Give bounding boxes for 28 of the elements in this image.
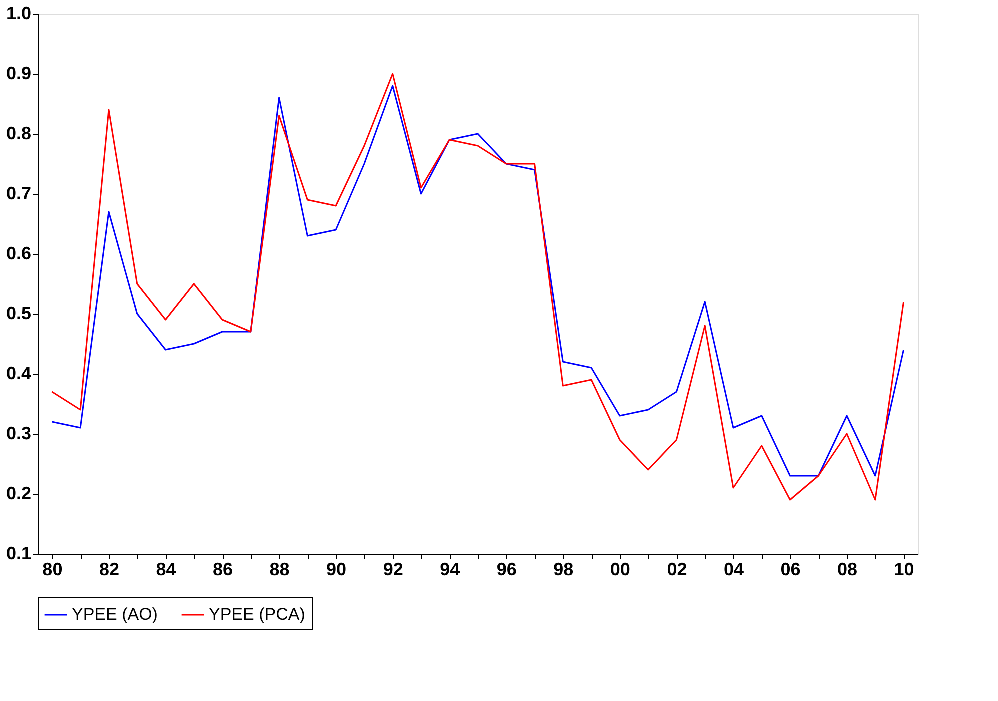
y-tick-label: 0.4: [6, 364, 32, 384]
x-tick-label: 98: [554, 560, 574, 580]
x-tick-label: 90: [326, 560, 347, 580]
x-tick-label: 84: [156, 560, 176, 580]
x-tick-label: 96: [496, 560, 517, 580]
legend-label: YPEE (PCA): [209, 605, 306, 624]
legend-label: YPEE (AO): [72, 605, 158, 624]
y-tick-label: 0.5: [6, 304, 32, 324]
x-tick-label: 94: [440, 560, 460, 580]
y-tick-label: 0.6: [6, 244, 32, 264]
y-tick-label: 0.7: [6, 184, 32, 204]
y-tick-label: 0.8: [6, 124, 32, 144]
x-tick-label: 86: [213, 560, 234, 580]
y-tick-label: 1.0: [6, 4, 32, 24]
x-tick-label: 00: [610, 560, 630, 580]
x-tick-label: 92: [383, 560, 404, 580]
x-tick-label: 04: [724, 560, 744, 580]
x-tick-label: 82: [99, 560, 120, 580]
y-tick-label: 0.9: [6, 64, 32, 84]
y-tick-label: 0.2: [6, 484, 32, 504]
x-tick-label: 08: [838, 560, 858, 580]
y-tick-label: 0.3: [6, 424, 32, 444]
x-tick-label: 02: [667, 560, 688, 580]
x-tick-label: 80: [42, 560, 63, 580]
x-tick-label: 10: [894, 560, 914, 580]
x-tick-label: 06: [780, 560, 801, 580]
x-tick-label: 88: [270, 560, 290, 580]
y-tick-label: 0.1: [6, 544, 32, 564]
